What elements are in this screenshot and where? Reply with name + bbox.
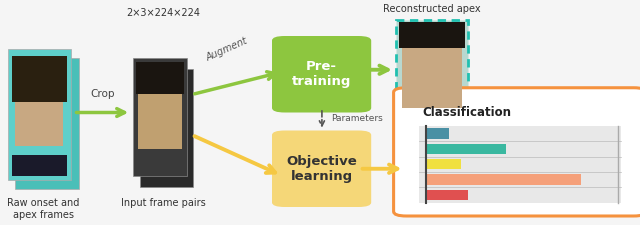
Bar [402,39,462,108]
Bar [419,126,621,202]
Text: Raw onset and
apex frames: Raw onset and apex frames [7,198,80,220]
Text: Pre-
training: Pre- training [292,60,351,88]
Bar [15,74,63,146]
Text: Objective
learning: Objective learning [286,155,357,183]
Text: 2×3×224×224: 2×3×224×224 [126,8,200,18]
Bar [12,155,67,176]
FancyBboxPatch shape [396,20,468,120]
Bar [138,81,182,148]
Text: Input frame pairs: Input frame pairs [121,198,205,208]
FancyBboxPatch shape [133,58,187,176]
FancyBboxPatch shape [15,58,79,189]
Bar [136,62,184,94]
FancyBboxPatch shape [140,69,193,187]
Text: Augment: Augment [205,36,250,63]
Bar [427,128,449,139]
FancyBboxPatch shape [8,49,71,180]
FancyBboxPatch shape [272,130,371,207]
Text: Parameters: Parameters [332,114,383,123]
FancyBboxPatch shape [272,36,371,112]
Bar [399,22,465,48]
Text: Crop: Crop [90,89,115,99]
Bar [427,159,461,169]
Bar [12,56,67,102]
Bar [427,174,580,185]
Bar [427,190,468,200]
Text: Reconstructed apex: Reconstructed apex [383,4,481,13]
FancyBboxPatch shape [394,88,640,216]
Text: Classification: Classification [422,106,511,119]
Bar [427,144,506,154]
